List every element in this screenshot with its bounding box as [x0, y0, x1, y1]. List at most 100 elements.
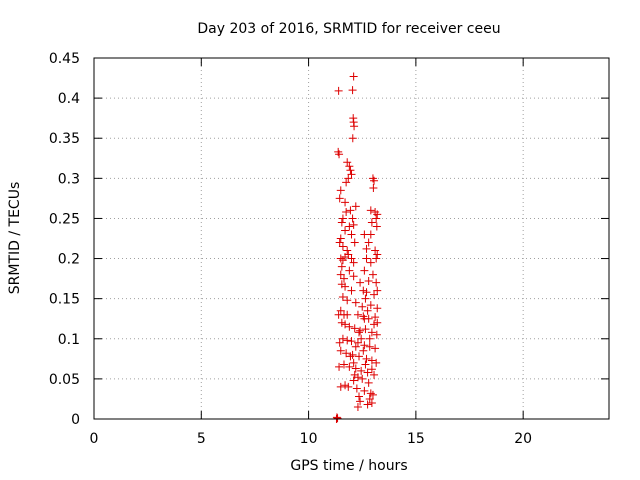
data-point [347, 170, 356, 179]
y-axis-label: SRMTID / TECUs [7, 182, 23, 295]
data-point [356, 278, 365, 287]
x-axis-ticks: 0 5 10 15 20 [90, 58, 532, 447]
data-point [363, 368, 372, 377]
data-point [348, 86, 357, 95]
data-point [345, 222, 354, 231]
x-tick-label: 5 [197, 431, 206, 447]
data-point [343, 158, 352, 167]
data-point [370, 290, 379, 299]
data-point [332, 413, 341, 422]
data-point [360, 266, 369, 275]
data-point [356, 397, 365, 406]
plot-frame [93, 57, 610, 420]
data-point [333, 414, 342, 423]
data-point [335, 238, 344, 247]
data-point [366, 301, 375, 310]
data-point [373, 286, 382, 295]
data-point [350, 122, 359, 131]
data-point [367, 365, 376, 374]
data-point [335, 338, 344, 347]
data-point [366, 258, 375, 267]
data-point [347, 286, 356, 295]
data-point [364, 238, 373, 247]
data-point [359, 286, 368, 295]
data-point [373, 318, 382, 327]
data-point [343, 310, 352, 319]
y-tick-label: 0.05 [49, 372, 80, 388]
data-point [341, 198, 350, 207]
data-point [334, 310, 343, 319]
data-point [362, 254, 371, 263]
data-point [347, 254, 356, 263]
data-point [337, 318, 346, 327]
data-point [367, 218, 376, 227]
data-point [347, 230, 356, 239]
data-point [367, 328, 376, 337]
data-point [368, 270, 377, 279]
data-point [373, 304, 382, 313]
data-point [341, 320, 350, 329]
data-point [349, 258, 358, 267]
data-point [350, 324, 359, 333]
data-point [355, 328, 364, 337]
data-point [341, 381, 350, 390]
data-point [345, 266, 354, 275]
data-point [345, 362, 354, 371]
data-point [351, 364, 360, 373]
data-point [368, 390, 377, 399]
data-point [364, 378, 373, 387]
x-tick-label: 15 [407, 431, 425, 447]
data-point [342, 208, 351, 217]
data-point [346, 206, 355, 215]
data-point [345, 162, 354, 171]
data-point [373, 210, 382, 219]
data-point [362, 288, 371, 297]
data-point [335, 194, 344, 203]
data-point [369, 183, 378, 192]
data-point [351, 298, 360, 307]
data-point [373, 250, 382, 259]
data-point [363, 400, 372, 409]
data-point [355, 392, 364, 401]
y-tick-label: 0.45 [49, 51, 80, 67]
data-point [336, 186, 345, 195]
data-point [357, 366, 366, 375]
data-point [361, 294, 370, 303]
data-point [351, 202, 360, 211]
grid [94, 58, 609, 419]
data-point [338, 293, 347, 302]
data-point [367, 398, 376, 407]
data-point [335, 362, 344, 371]
data-point [372, 222, 381, 231]
data-point [360, 341, 369, 350]
data-point [371, 344, 380, 353]
data-point [366, 389, 375, 398]
data-point [362, 244, 371, 253]
data-point [370, 370, 379, 379]
y-tick-label: 0.3 [58, 171, 80, 187]
y-tick-label: 0.4 [58, 91, 80, 107]
data-point [371, 313, 380, 322]
data-point [353, 338, 362, 347]
data-point [349, 272, 358, 281]
data-point [336, 254, 345, 263]
data-point [370, 176, 379, 185]
data-point [352, 384, 361, 393]
y-tick-label: 0 [71, 412, 80, 428]
y-tick-label: 0.1 [58, 332, 80, 348]
data-point [358, 374, 367, 383]
data-point [338, 256, 347, 265]
data-point [338, 334, 347, 343]
data-point [365, 334, 374, 343]
x-tick-label: 0 [90, 431, 99, 447]
data-point [359, 346, 368, 355]
data-point [350, 370, 359, 379]
y-tick-label: 0.15 [49, 292, 80, 308]
data-point [358, 302, 367, 311]
data-point [367, 356, 376, 365]
data-point [342, 178, 351, 187]
data-point [342, 349, 351, 358]
data-point [353, 402, 362, 411]
data-point [363, 306, 372, 315]
